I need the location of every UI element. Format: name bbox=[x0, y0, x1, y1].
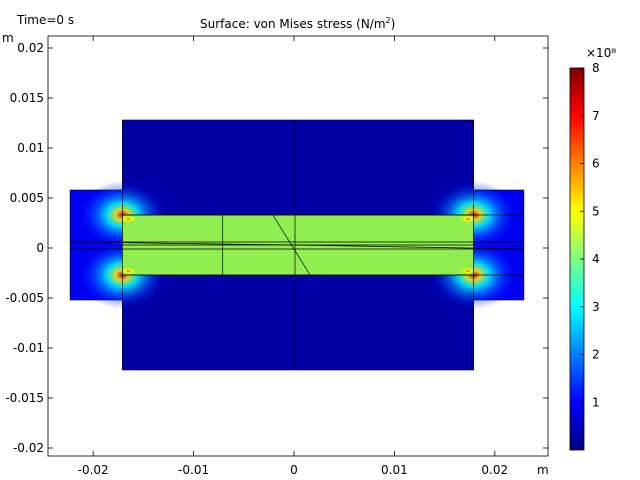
y-tick-label: 0.01 bbox=[17, 141, 44, 155]
time-label: Time=0 s bbox=[17, 13, 75, 27]
colorbar-tick-label: 8 bbox=[592, 61, 600, 75]
colorbar-tick-label: 5 bbox=[592, 204, 600, 218]
bar-hotspot-2 bbox=[457, 215, 478, 223]
y-tick-label: 0.02 bbox=[17, 41, 44, 55]
x-tick-label: 0.01 bbox=[381, 463, 408, 477]
bar-hotspot-1 bbox=[118, 267, 139, 275]
colorbar-tick-label: 7 bbox=[592, 109, 600, 123]
y-tick-label: 0 bbox=[36, 241, 44, 255]
y-tick-label: -0.02 bbox=[13, 441, 44, 455]
bar-hotspot-3 bbox=[457, 267, 478, 275]
x-tick-label: -0.01 bbox=[178, 463, 209, 477]
y-tick-label: -0.01 bbox=[13, 341, 44, 355]
colorbar-exponent: ×10⁸ bbox=[586, 46, 617, 60]
geometry-line-7 bbox=[294, 244, 524, 250]
x-tick-label: 0 bbox=[290, 463, 298, 477]
x-tick-label: -0.02 bbox=[78, 463, 109, 477]
region-outline-3 bbox=[473, 189, 525, 301]
y-axis-unit: m bbox=[2, 31, 14, 45]
bar-hotspot-0 bbox=[118, 215, 139, 223]
y-tick-label: 0.015 bbox=[10, 91, 44, 105]
x-axis-unit: m bbox=[537, 463, 549, 477]
y-tick-label: -0.005 bbox=[5, 291, 44, 305]
colorbar-tick-label: 4 bbox=[592, 252, 600, 266]
x-tick-label: 0.02 bbox=[481, 463, 508, 477]
y-tick-label: 0.005 bbox=[10, 191, 44, 205]
colorbar-tick-label: 1 bbox=[592, 395, 600, 409]
plot-title: Surface: von Mises stress (N/m2) bbox=[200, 16, 396, 31]
region-outline-2 bbox=[69, 189, 123, 301]
y-tick-label: -0.015 bbox=[5, 391, 44, 405]
colorbar-tick-label: 6 bbox=[592, 157, 600, 171]
geometry-line-6 bbox=[70, 241, 295, 246]
colorbar-tick-label: 2 bbox=[592, 348, 600, 362]
colorbar-tick-label: 3 bbox=[592, 300, 600, 314]
